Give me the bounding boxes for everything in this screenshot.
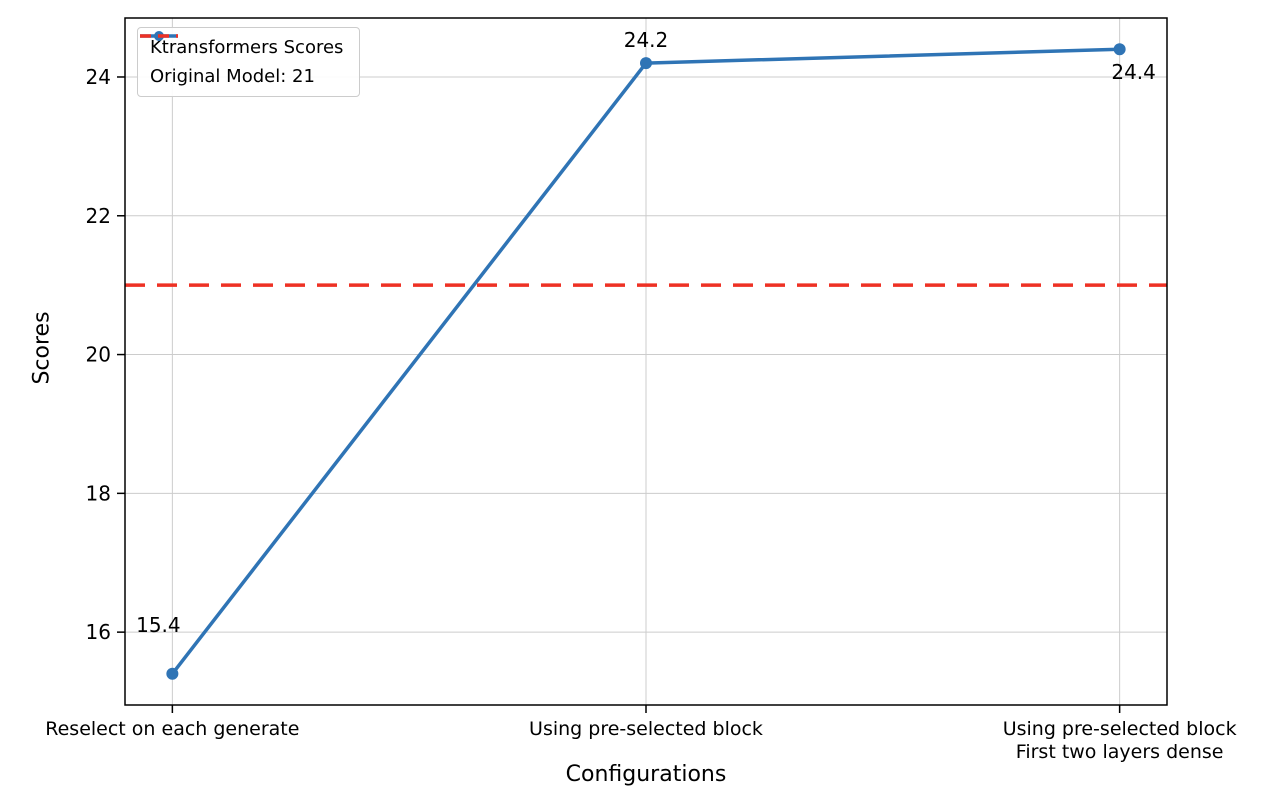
point-labels: 15.4 24.2 24.4 xyxy=(136,28,1156,637)
y-axis-label: Scores xyxy=(29,311,55,385)
svg-text:Reselect on each generate: Reselect on each generate xyxy=(45,718,299,740)
svg-text:15.4: 15.4 xyxy=(136,613,181,637)
data-point-marker xyxy=(640,57,652,70)
legend: Ktransformers Scores Original Model: 21 xyxy=(137,27,361,97)
svg-text:24: 24 xyxy=(86,65,111,89)
y-tick-labels: 16 18 20 22 24 xyxy=(86,65,111,644)
svg-text:24.2: 24.2 xyxy=(624,28,669,52)
dashed-line-swatch xyxy=(140,34,178,38)
legend-label: Original Model: 21 xyxy=(150,66,315,87)
svg-text:22: 22 xyxy=(86,204,111,228)
data-point-marker xyxy=(166,667,179,680)
legend-item: Original Model: 21 xyxy=(140,34,343,87)
x-tick-labels: Reselect on each generate Using pre-selec… xyxy=(45,718,1236,763)
x-axis-label: Configurations xyxy=(565,762,727,787)
gridlines xyxy=(125,18,1167,705)
data-point-marker xyxy=(1113,43,1126,56)
svg-text:Using pre-selected block: Using pre-selected block xyxy=(529,718,763,740)
svg-text:16: 16 xyxy=(86,620,111,644)
svg-text:18: 18 xyxy=(86,481,111,505)
legend-label: Ktransformers Scores xyxy=(150,37,344,58)
svg-text:24.4: 24.4 xyxy=(1111,60,1156,84)
series-line xyxy=(166,43,1126,680)
axes-frame xyxy=(117,17,1168,713)
svg-text:20: 20 xyxy=(86,343,111,367)
